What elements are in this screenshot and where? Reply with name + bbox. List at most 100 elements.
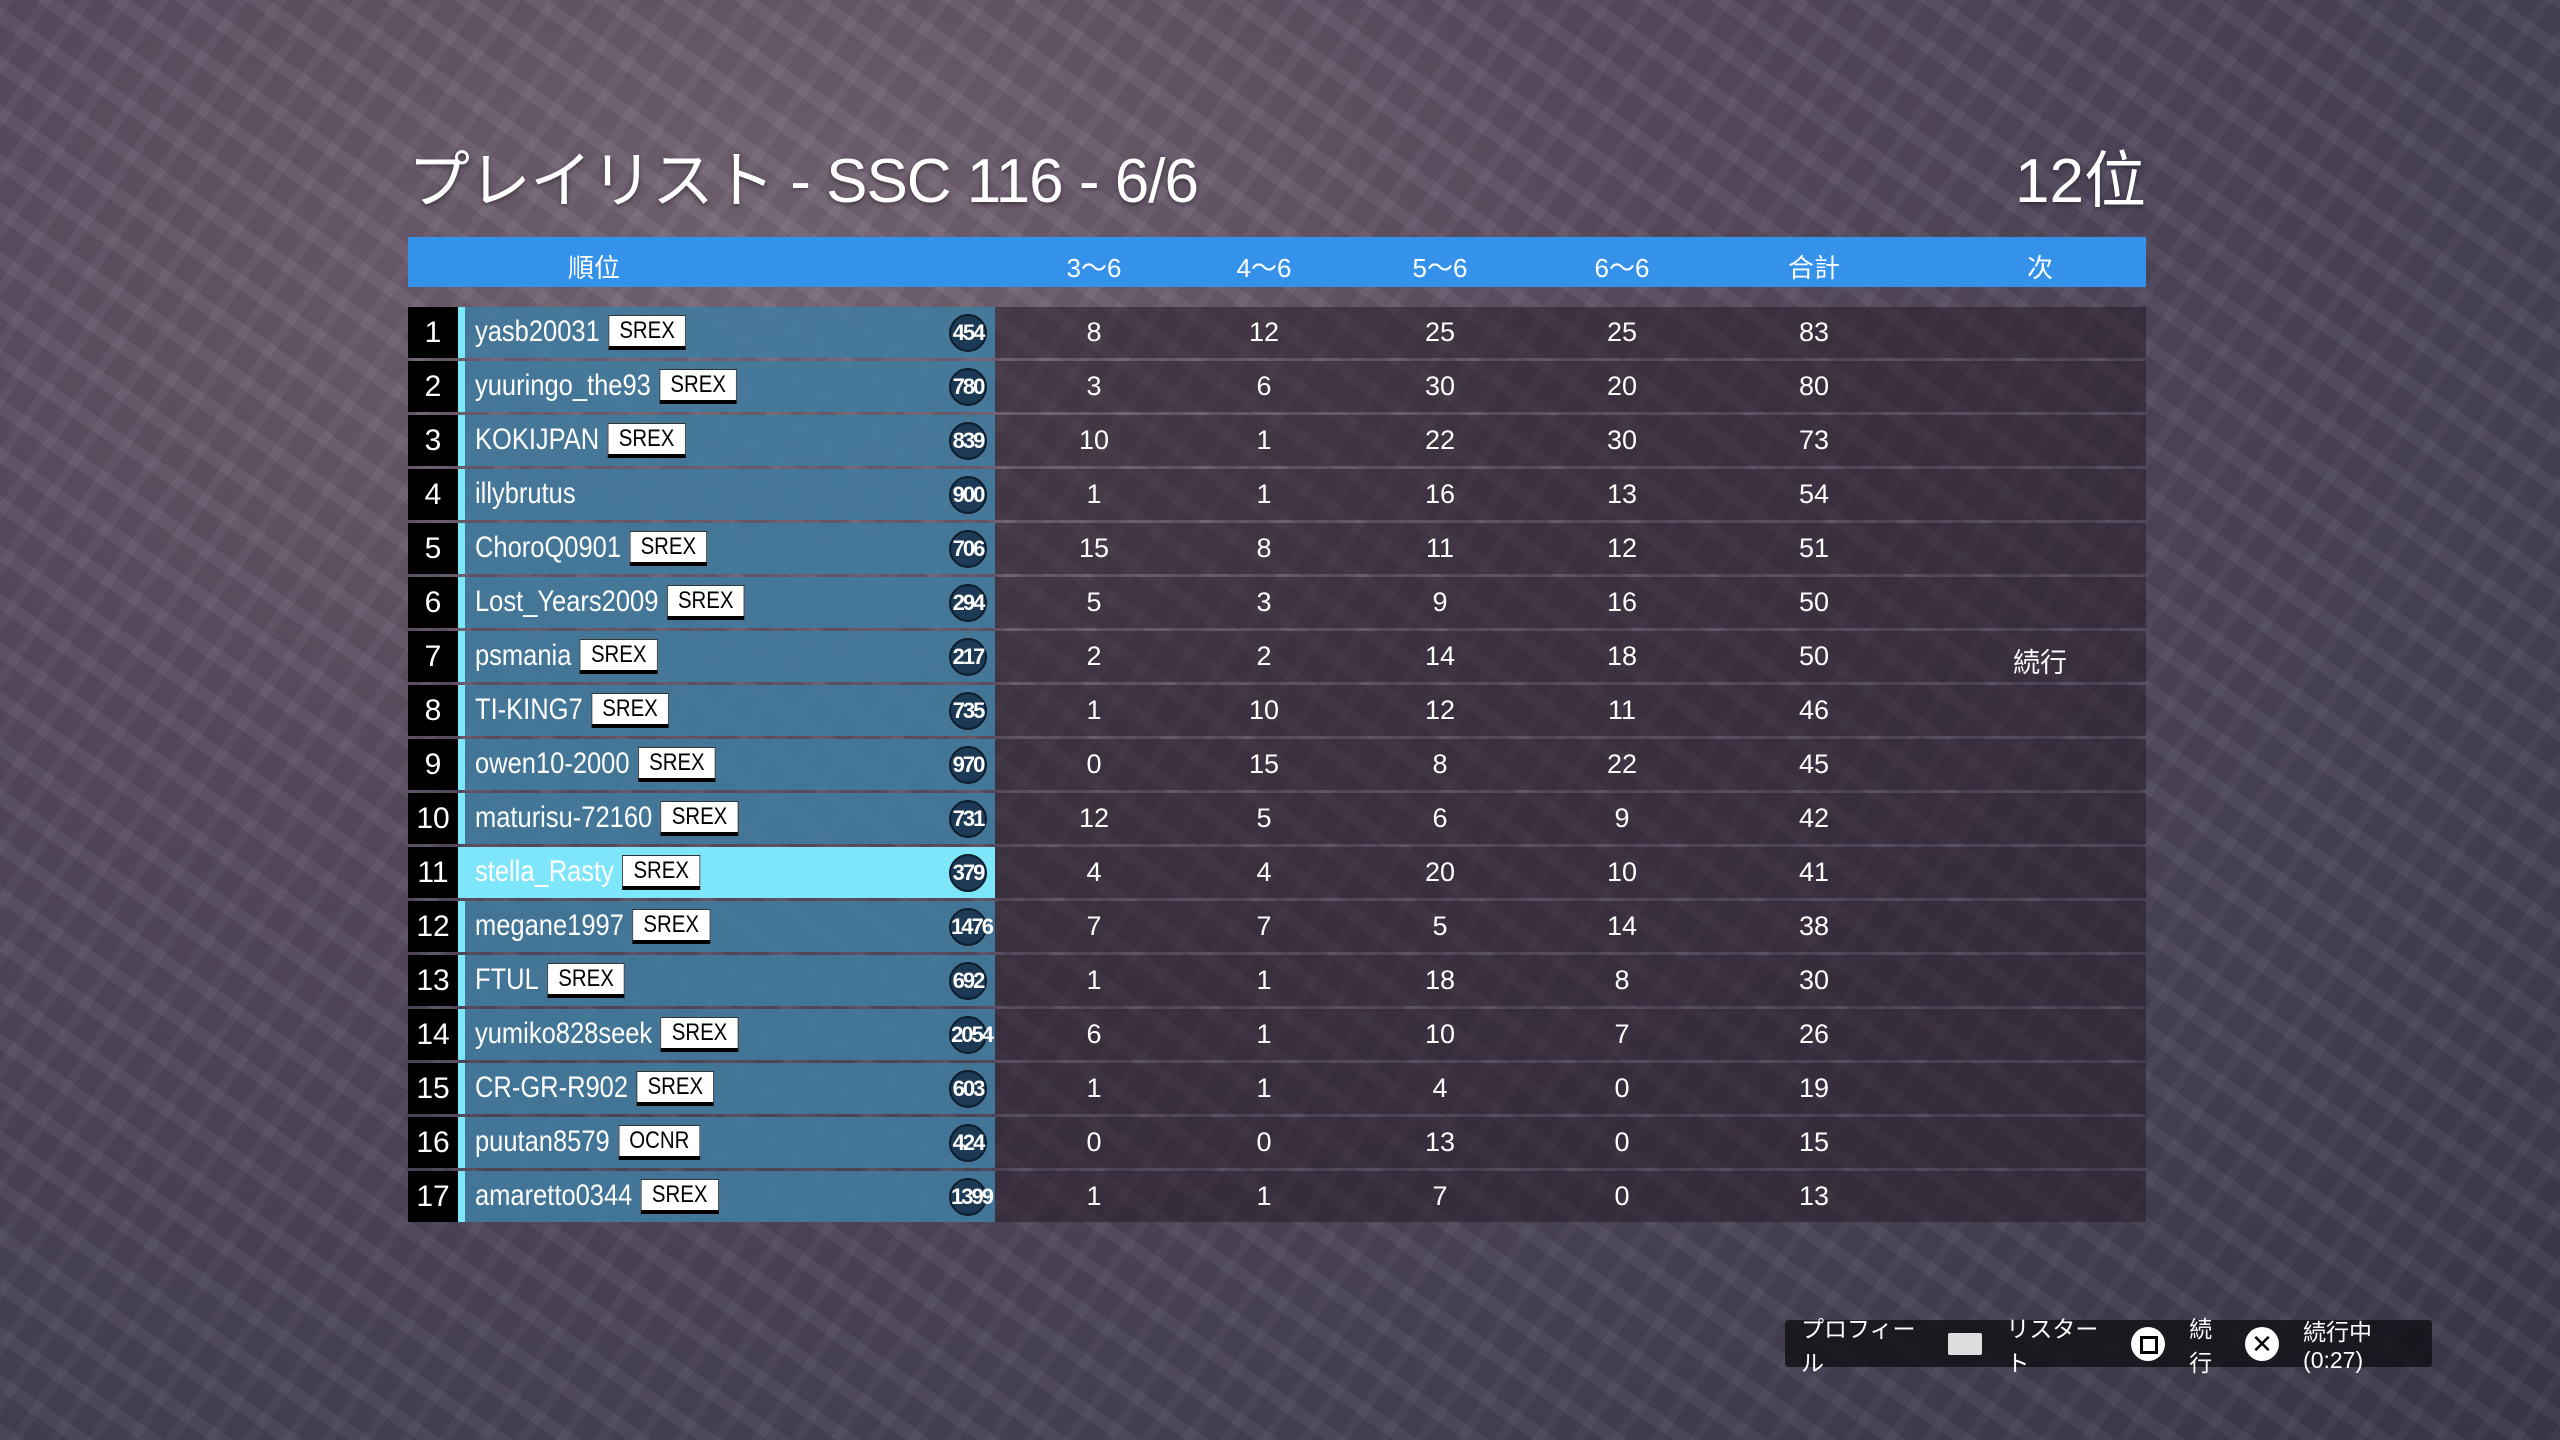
player-name: illybrutus (475, 477, 576, 510)
player-cell[interactable]: puutan8579 OCNR 424 (458, 1117, 995, 1168)
score-c2: 6 (1256, 371, 1272, 401)
player-cell[interactable]: yumiko828seek SREX 2054 (458, 1009, 995, 1060)
player-name: Lost_Years2009 (475, 585, 659, 618)
col-c3: 5～6 (1412, 253, 1468, 283)
crew-tag: SREX (608, 315, 686, 350)
score-total: 26 (1798, 1019, 1830, 1049)
table-row[interactable]: 4 illybrutus 900 1 1 16 13 54 (408, 469, 2146, 520)
crew-tag: SREX (632, 909, 711, 944)
restart-label[interactable]: リスタート (2006, 1315, 2099, 1376)
score-c4: 25 (1606, 317, 1638, 347)
rank-level-badge: 454 (949, 314, 987, 352)
rank: 8 (408, 685, 458, 736)
player-name: ChoroQ0901 (475, 531, 622, 564)
rank: 17 (408, 1171, 458, 1222)
table-row[interactable]: 15 CR-GR-R902 SREX 603 1 1 4 0 19 (408, 1063, 2146, 1114)
player-cell[interactable]: ChoroQ0901 SREX 706 (458, 523, 995, 574)
score-c3: 20 (1424, 857, 1456, 887)
rank-level-badge: 970 (949, 746, 987, 784)
score-c2: 7 (1256, 911, 1272, 941)
table-row[interactable]: 2 yuuringo_the93 SREX 780 3 6 30 20 80 (408, 361, 2146, 412)
player-cell[interactable]: stella_Rasty SREX 379 (458, 847, 995, 898)
score-c4: 30 (1606, 425, 1638, 455)
score-c2: 4 (1256, 857, 1272, 887)
score-c1: 5 (1086, 587, 1102, 617)
player-cell[interactable]: maturisu-72160 SREX 731 (458, 793, 995, 844)
score-total: 30 (1798, 965, 1830, 995)
player-cell[interactable]: FTUL SREX 692 (458, 955, 995, 1006)
crew-tag: SREX (622, 855, 701, 890)
table-row[interactable]: 11 stella_Rasty SREX 379 4 4 20 10 41 (408, 847, 2146, 898)
continue-label[interactable]: 続行 (2189, 1315, 2213, 1376)
table-row[interactable]: 13 FTUL SREX 692 1 1 18 8 30 (408, 955, 2146, 1006)
table-row[interactable]: 6 Lost_Years2009 SREX 294 5 3 9 16 50 (408, 577, 2146, 628)
score-total: 42 (1798, 803, 1830, 833)
table-row[interactable]: 17 amaretto0344 SREX 1399 1 1 7 0 13 (408, 1171, 2146, 1222)
score-c2: 1 (1256, 965, 1272, 995)
table-row[interactable]: 10 maturisu-72160 SREX 731 12 5 6 9 42 (408, 793, 2146, 844)
rank-level-badge: 294 (949, 584, 987, 622)
score-total: 38 (1798, 911, 1830, 941)
rank: 10 (408, 793, 458, 844)
score-c4: 0 (1614, 1181, 1630, 1211)
player-name: maturisu-72160 (475, 801, 653, 834)
table-row[interactable]: 8 TI-KING7 SREX 735 1 10 12 11 46 (408, 685, 2146, 736)
player-cell[interactable]: Lost_Years2009 SREX 294 (458, 577, 995, 628)
profile-label[interactable]: プロフィール (1801, 1315, 1916, 1376)
score-c1: 1 (1086, 479, 1102, 509)
player-cell[interactable]: TI-KING7 SREX 735 (458, 685, 995, 736)
score-total: 50 (1798, 587, 1830, 617)
rank-level-badge: 1399 (949, 1178, 994, 1216)
page-title: プレイリスト - SSC 116 - 6/6 (408, 147, 1199, 216)
table-row[interactable]: 16 puutan8579 OCNR 424 0 0 13 0 15 (408, 1117, 2146, 1168)
score-total: 54 (1798, 479, 1830, 509)
score-c3: 5 (1432, 911, 1448, 941)
score-c3: 8 (1432, 749, 1448, 779)
score-c1: 1 (1086, 965, 1102, 995)
player-name: yasb20031 (475, 315, 600, 348)
player-cell[interactable]: owen10-2000 SREX 970 (458, 739, 995, 790)
score-c1: 4 (1086, 857, 1102, 887)
score-c2: 1 (1256, 425, 1272, 455)
crew-tag: SREX (660, 801, 739, 836)
rank: 16 (408, 1117, 458, 1168)
table-row[interactable]: 14 yumiko828seek SREX 2054 6 1 10 7 26 (408, 1009, 2146, 1060)
table-row[interactable]: 1 yasb20031 SREX 454 8 12 25 25 83 (408, 307, 2146, 358)
score-c2: 1 (1256, 1181, 1272, 1211)
rank: 4 (408, 469, 458, 520)
player-cell[interactable]: illybrutus 900 (458, 469, 995, 520)
square-button-icon (2131, 1326, 2166, 1361)
player-cell[interactable]: yasb20031 SREX 454 (458, 307, 995, 358)
rank-level-badge: 2054 (949, 1016, 994, 1054)
score-c2: 2 (1256, 641, 1272, 671)
score-c4: 20 (1606, 371, 1638, 401)
crew-tag: SREX (666, 585, 745, 620)
score-c1: 1 (1086, 1181, 1102, 1211)
rank-level-badge: 735 (949, 692, 987, 730)
score-c4: 0 (1614, 1127, 1630, 1157)
table-row[interactable]: 9 owen10-2000 SREX 970 0 15 8 22 45 (408, 739, 2146, 790)
player-cell[interactable]: megane1997 SREX 1476 (458, 901, 995, 952)
player-cell[interactable]: KOKIJPAN SREX 839 (458, 415, 995, 466)
player-cell[interactable]: yuuringo_the93 SREX 780 (458, 361, 995, 412)
score-c2: 15 (1248, 749, 1280, 779)
col-total: 合計 (1787, 253, 1841, 283)
crew-tag: SREX (636, 1071, 715, 1106)
score-c2: 5 (1256, 803, 1272, 833)
rank: 9 (408, 739, 458, 790)
rank: 13 (408, 955, 458, 1006)
player-cell[interactable]: psmania SREX 217 (458, 631, 995, 682)
table-row[interactable]: 5 ChoroQ0901 SREX 706 15 8 11 12 51 (408, 523, 2146, 574)
table-row[interactable]: 12 megane1997 SREX 1476 7 7 5 14 38 (408, 901, 2146, 952)
score-c4: 7 (1614, 1019, 1630, 1049)
rank-level-badge: 603 (949, 1070, 987, 1108)
player-name: stella_Rasty (475, 855, 614, 888)
table-row[interactable]: 3 KOKIJPAN SREX 839 10 1 22 30 73 (408, 415, 2146, 466)
table-row[interactable]: 7 psmania SREX 217 2 2 14 18 50 続行 (408, 631, 2146, 682)
player-cell[interactable]: CR-GR-R902 SREX 603 (458, 1063, 995, 1114)
score-c4: 14 (1606, 911, 1638, 941)
score-c1: 12 (1078, 803, 1110, 833)
player-cell[interactable]: amaretto0344 SREX 1399 (458, 1171, 995, 1222)
score-c4: 11 (1607, 695, 1637, 725)
score-c1: 1 (1086, 695, 1102, 725)
